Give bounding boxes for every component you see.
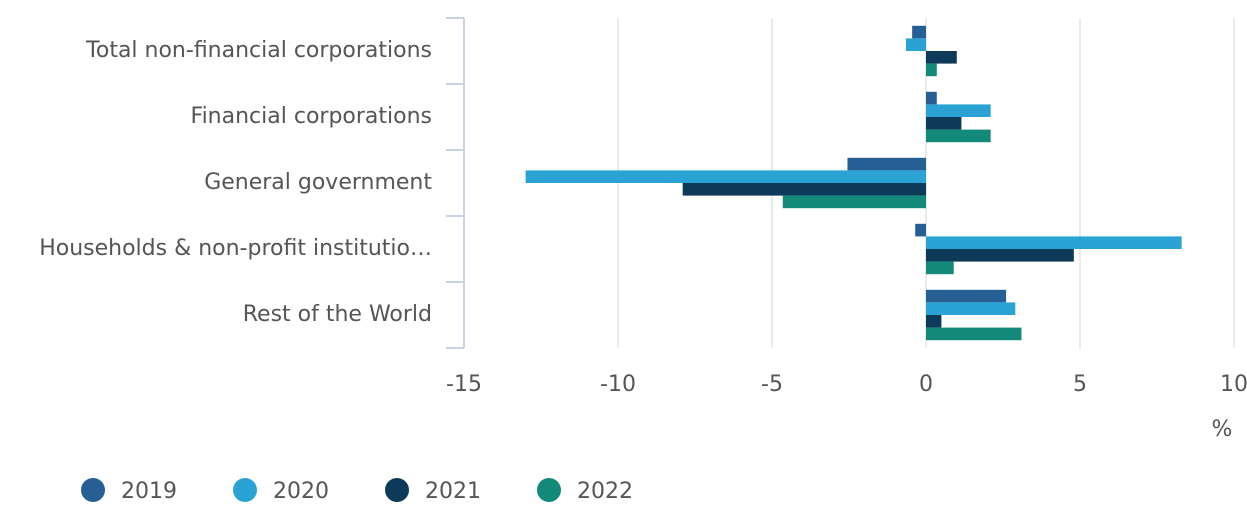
legend-marker [385,478,409,502]
bar [926,327,1022,341]
x-tick-label: 0 [919,372,933,397]
x-tick-label: -5 [761,372,783,397]
legend-label: 2021 [425,479,481,503]
bar [926,63,937,77]
legend-marker [537,478,561,502]
bar [926,289,1007,303]
bar [926,236,1182,249]
x-tick-label: 10 [1220,372,1247,397]
bar [926,302,1016,315]
legend-label: 2019 [121,479,177,503]
bar [905,38,926,51]
bar [926,104,991,117]
bar [926,117,962,130]
bar [926,261,954,275]
x-axis-label: % [1212,417,1233,442]
y-tick-label: Financial corporations [191,104,432,129]
y-tick-label: General government [204,170,432,195]
x-tick-label: 5 [1073,372,1087,397]
bar [926,129,991,143]
bar [782,195,926,209]
bar [926,249,1074,262]
bar [926,51,957,64]
bar [926,91,937,105]
y-tick-label: Total non-financial corporations [85,38,432,63]
bar [926,315,942,328]
y-tick-label: Rest of the World [243,302,432,327]
x-tick-label: -15 [446,372,482,397]
y-tick-label: Households & non-profit institutio… [39,236,432,261]
legend-marker [233,478,257,502]
legend-label: 2020 [273,479,329,503]
legend-marker [81,478,105,502]
bar [847,157,926,171]
legend-label: 2022 [577,479,633,503]
bar [525,170,926,183]
bar [912,25,926,39]
bar [915,223,926,237]
bar [682,183,926,196]
x-tick-label: -10 [600,372,636,397]
